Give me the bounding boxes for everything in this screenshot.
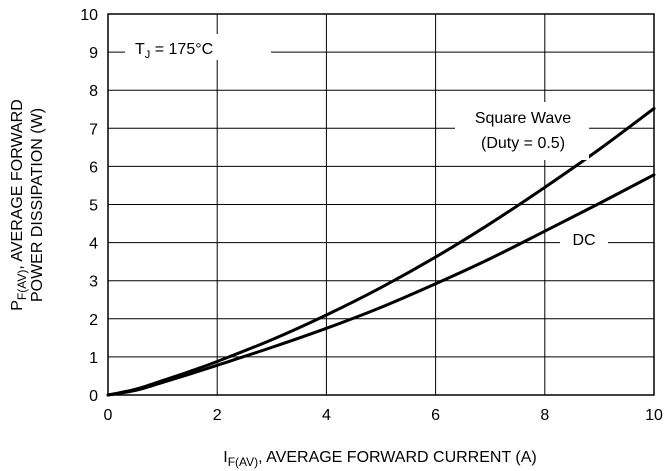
series-label-square-wave-duty: (Duty = 0.5) — [481, 135, 565, 152]
junction-temp-annotation: TJ = 175°C — [135, 41, 213, 61]
series-label-dc: DC — [572, 232, 595, 249]
y-tick-label: 9 — [89, 45, 98, 62]
y-tick-label: 2 — [89, 312, 98, 329]
dc-label-bg — [560, 226, 608, 250]
y-tick-label: 10 — [80, 7, 98, 24]
y-tick-label: 5 — [89, 198, 98, 215]
tick-labels: 0 2 4 6 8 10 0 1 2 3 4 5 6 7 8 9 10 — [80, 7, 663, 424]
square-wave-label-bg — [455, 102, 589, 160]
y-tick-label: 1 — [89, 350, 98, 367]
x-tick-label: 10 — [645, 407, 663, 424]
curves — [106, 106, 656, 397]
y-tick-label: 0 — [89, 388, 98, 405]
x-tick-label: 8 — [540, 407, 549, 424]
x-tick-label: 6 — [431, 407, 440, 424]
x-tick-label: 4 — [322, 407, 331, 424]
grid — [107, 13, 655, 396]
y-tick-label: 6 — [89, 159, 98, 176]
y-tick-label: 8 — [89, 83, 98, 100]
y-axis-title-line2: POWER DISSIPATION (W) — [29, 108, 46, 302]
labels: TJ = 175°C Square Wave (Duty = 0.5) DC — [125, 34, 608, 250]
series-label-square-wave: Square Wave — [475, 110, 571, 127]
plot-frame — [107, 13, 655, 396]
y-tick-label: 7 — [89, 121, 98, 138]
y-axis-title-line1: PF(AV), AVERAGE FORWARD — [9, 99, 29, 311]
x-tick-label: 0 — [104, 407, 113, 424]
x-tick-label: 2 — [213, 407, 222, 424]
series-line-square-wave — [106, 106, 656, 397]
y-tick-label: 4 — [89, 236, 98, 253]
y-tick-label: 3 — [89, 274, 98, 291]
x-axis-title: IF(AV), AVERAGE FORWARD CURRENT (A) — [223, 449, 536, 469]
annotation-bg — [125, 34, 271, 60]
series-line-dc — [106, 173, 656, 397]
